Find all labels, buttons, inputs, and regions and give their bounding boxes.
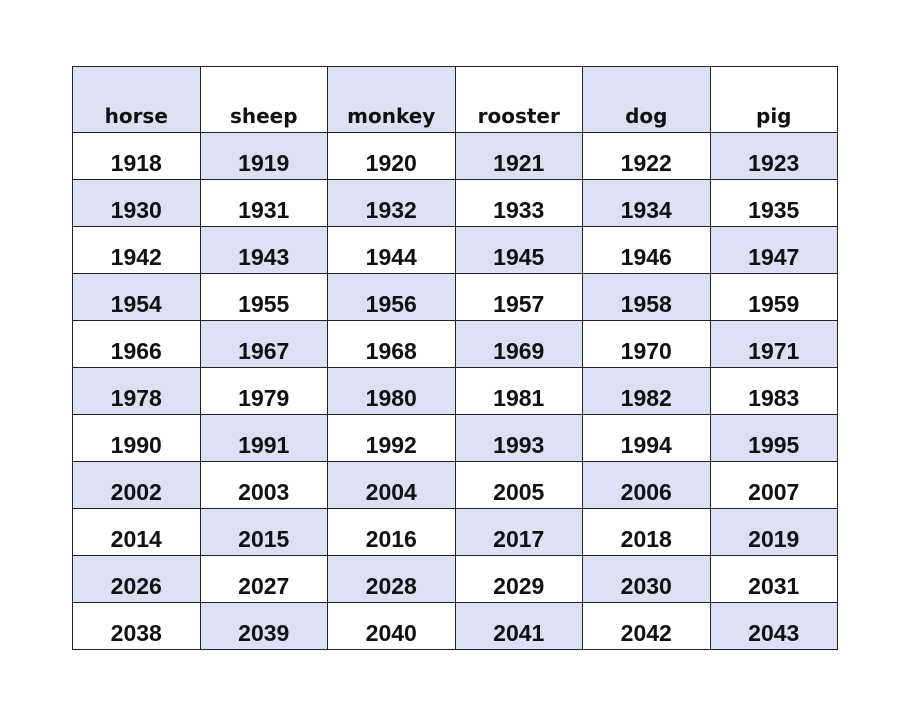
year-cell: 1920 [327, 132, 456, 180]
year-cell: 1971 [709, 320, 838, 368]
year-cell: 1979 [199, 367, 328, 415]
year-cell: 1970 [582, 320, 711, 368]
table-body: 1918 1919 1920 1921 1922 1923 1930 1931 1932 1933… [72, 132, 838, 650]
year-cell: 1991 [199, 414, 328, 462]
table-row: 1942 1943 1944 1945 1946 1947 [72, 226, 838, 274]
table-row: 1954 1955 1956 1957 1958 1959 [72, 273, 838, 321]
table-row: 1990 1991 1992 1993 1994 1995 [72, 414, 838, 462]
year-cell: 2003 [199, 461, 328, 509]
year-cell: 2027 [199, 555, 328, 603]
header-row: horse sheep monkey rooster dog pig [72, 66, 838, 133]
year-cell: 1923 [709, 132, 838, 180]
year-cell: 1954 [72, 273, 201, 321]
year-cell: 1995 [709, 414, 838, 462]
year-cell: 1943 [199, 226, 328, 274]
year-cell: 1921 [454, 132, 583, 180]
year-cell: 2004 [327, 461, 456, 509]
year-cell: 1922 [582, 132, 711, 180]
year-cell: 1918 [72, 132, 201, 180]
year-cell: 2029 [454, 555, 583, 603]
year-cell: 2017 [454, 508, 583, 556]
year-cell: 2030 [582, 555, 711, 603]
year-cell: 1982 [582, 367, 711, 415]
year-cell: 2015 [199, 508, 328, 556]
year-cell: 1947 [709, 226, 838, 274]
header-cell: rooster [454, 66, 583, 133]
table-row: 2002 2003 2004 2005 2006 2007 [72, 461, 838, 509]
table-row: 1930 1931 1932 1933 1934 1935 [72, 179, 838, 227]
year-cell: 2040 [327, 602, 456, 650]
year-cell: 1956 [327, 273, 456, 321]
year-cell: 1958 [582, 273, 711, 321]
year-cell: 2006 [582, 461, 711, 509]
year-cell: 1966 [72, 320, 201, 368]
year-cell: 1967 [199, 320, 328, 368]
table-row: 2026 2027 2028 2029 2030 2031 [72, 555, 838, 603]
year-cell: 2002 [72, 461, 201, 509]
table-header: horse sheep monkey rooster dog pig [72, 66, 838, 133]
year-cell: 2016 [327, 508, 456, 556]
year-cell: 2043 [709, 602, 838, 650]
year-cell: 1945 [454, 226, 583, 274]
table-row: 1918 1919 1920 1921 1922 1923 [72, 132, 838, 180]
year-cell: 2026 [72, 555, 201, 603]
year-cell: 2019 [709, 508, 838, 556]
year-cell: 1993 [454, 414, 583, 462]
year-cell: 1981 [454, 367, 583, 415]
year-cell: 2031 [709, 555, 838, 603]
table-row: 1966 1967 1968 1969 1970 1971 [72, 320, 838, 368]
header-cell: monkey [327, 66, 456, 133]
year-cell: 1919 [199, 132, 328, 180]
table-row: 2038 2039 2040 2041 2042 2043 [72, 602, 838, 650]
zodiac-table: horse sheep monkey rooster dog pig 1918 1919 19… [72, 66, 838, 650]
year-cell: 1932 [327, 179, 456, 227]
year-cell: 1994 [582, 414, 711, 462]
year-cell: 2041 [454, 602, 583, 650]
year-cell: 1968 [327, 320, 456, 368]
header-cell: dog [582, 66, 711, 133]
year-cell: 1959 [709, 273, 838, 321]
header-cell: pig [709, 66, 838, 133]
year-cell: 2005 [454, 461, 583, 509]
year-cell: 1944 [327, 226, 456, 274]
year-cell: 1931 [199, 179, 328, 227]
year-cell: 1946 [582, 226, 711, 274]
year-cell: 2039 [199, 602, 328, 650]
year-cell: 1957 [454, 273, 583, 321]
year-cell: 2014 [72, 508, 201, 556]
year-cell: 2018 [582, 508, 711, 556]
year-cell: 1990 [72, 414, 201, 462]
year-cell: 1980 [327, 367, 456, 415]
header-cell: horse [72, 66, 201, 133]
year-cell: 2038 [72, 602, 201, 650]
year-cell: 1978 [72, 367, 201, 415]
year-cell: 1942 [72, 226, 201, 274]
header-cell: sheep [199, 66, 328, 133]
year-cell: 1992 [327, 414, 456, 462]
year-cell: 1983 [709, 367, 838, 415]
year-cell: 2028 [327, 555, 456, 603]
year-cell: 1969 [454, 320, 583, 368]
year-cell: 1934 [582, 179, 711, 227]
year-cell: 1933 [454, 179, 583, 227]
year-cell: 1955 [199, 273, 328, 321]
year-cell: 2007 [709, 461, 838, 509]
table-row: 2014 2015 2016 2017 2018 2019 [72, 508, 838, 556]
year-cell: 1930 [72, 179, 201, 227]
year-cell: 1935 [709, 179, 838, 227]
year-cell: 2042 [582, 602, 711, 650]
table-row: 1978 1979 1980 1981 1982 1983 [72, 367, 838, 415]
